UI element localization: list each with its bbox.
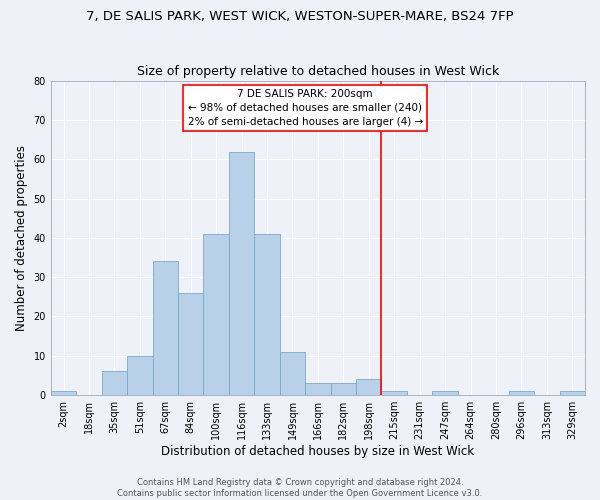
Y-axis label: Number of detached properties: Number of detached properties — [15, 145, 28, 331]
Bar — [509, 391, 534, 394]
Bar — [560, 391, 585, 394]
Bar — [101, 371, 127, 394]
Bar — [178, 293, 203, 394]
Bar — [305, 383, 331, 394]
Text: 7, DE SALIS PARK, WEST WICK, WESTON-SUPER-MARE, BS24 7FP: 7, DE SALIS PARK, WEST WICK, WESTON-SUPE… — [86, 10, 514, 23]
Bar — [331, 383, 356, 394]
Bar — [433, 391, 458, 394]
Bar — [382, 391, 407, 394]
Bar — [356, 379, 382, 394]
Bar — [152, 262, 178, 394]
Text: 7 DE SALIS PARK: 200sqm
← 98% of detached houses are smaller (240)
2% of semi-de: 7 DE SALIS PARK: 200sqm ← 98% of detache… — [188, 89, 423, 127]
Bar — [51, 391, 76, 394]
Bar — [229, 152, 254, 394]
Bar — [203, 234, 229, 394]
Bar — [280, 352, 305, 395]
X-axis label: Distribution of detached houses by size in West Wick: Distribution of detached houses by size … — [161, 444, 475, 458]
Bar — [254, 234, 280, 394]
Bar — [127, 356, 152, 395]
Text: Contains HM Land Registry data © Crown copyright and database right 2024.
Contai: Contains HM Land Registry data © Crown c… — [118, 478, 482, 498]
Title: Size of property relative to detached houses in West Wick: Size of property relative to detached ho… — [137, 66, 499, 78]
